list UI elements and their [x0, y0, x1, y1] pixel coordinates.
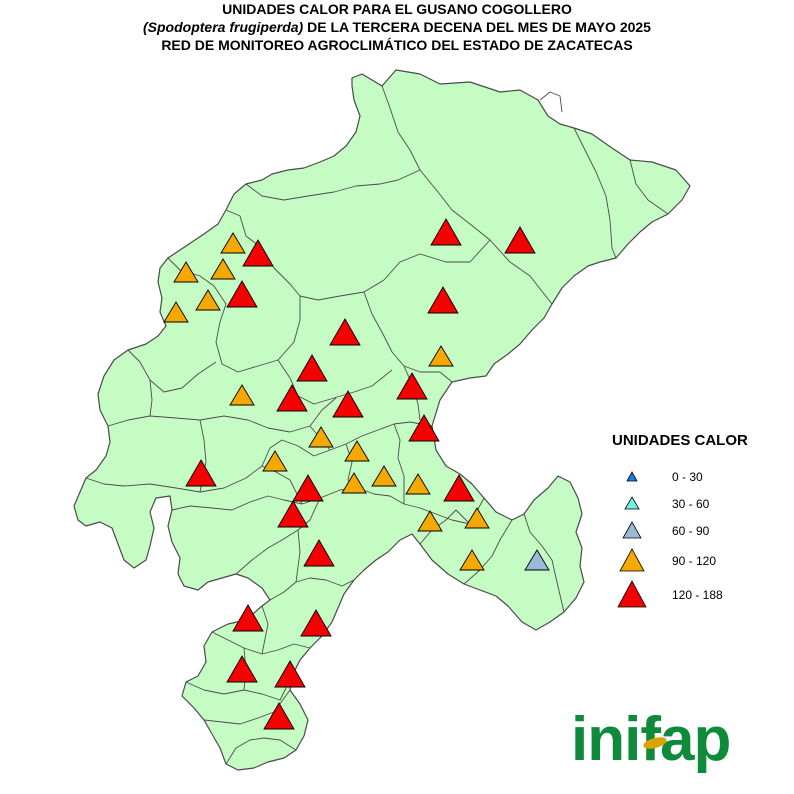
legend-label: 30 - 60: [672, 496, 710, 511]
municipal-border: [235, 497, 321, 575]
station-120-188-triangle: [443, 474, 475, 502]
station-120-188-triangle: [303, 539, 335, 567]
legend: UNIDADES CALOR 0 - 30 30 - 60 60 - 90 90…: [612, 432, 782, 612]
station-90-120-triangle: [308, 426, 334, 448]
red-triangle-icon: [617, 580, 647, 608]
municipal-border: [171, 487, 485, 525]
station-90-120-triangle: [428, 345, 454, 367]
legend-label: 60 - 90: [672, 523, 710, 538]
station-120-188-triangle: [276, 384, 308, 412]
small-blue-triangle-icon: [626, 470, 638, 481]
station-60-90-triangle: [524, 549, 550, 571]
municipal-border: [393, 423, 405, 504]
station-90-120-triangle: [405, 473, 431, 495]
station-120-188-triangle: [232, 604, 264, 632]
municipal-border: [85, 421, 433, 493]
station-90-120-triangle: [195, 289, 221, 311]
station-90-120-triangle: [163, 301, 189, 323]
municipal-border: [149, 379, 153, 417]
station-90-120-triangle: [262, 450, 288, 472]
station-90-120-triangle: [459, 549, 485, 571]
legend-item-60-90: 60 - 90: [612, 517, 782, 544]
municipal-border: [523, 513, 565, 613]
legend-title: UNIDADES CALOR: [612, 432, 748, 449]
municipal-border: [629, 159, 669, 215]
municipal-border: [225, 737, 297, 765]
legend-item-0-30: 0 - 30: [612, 463, 782, 490]
legend-label: 0 - 30: [672, 469, 703, 484]
municipality-borders: [85, 85, 669, 765]
title-line-2: (Spodoptera frugiperda) DE LA TERCERA DE…: [0, 18, 794, 36]
municipal-border: [463, 519, 513, 585]
station-120-188-triangle: [408, 414, 440, 442]
station-120-188-triangle: [427, 286, 459, 314]
station-90-120-triangle: [464, 507, 490, 529]
gray-blue-triangle-icon: [622, 520, 642, 538]
station-90-120-triangle: [220, 232, 246, 254]
station-120-188-triangle: [296, 354, 328, 382]
station-120-188-triangle: [277, 500, 309, 528]
station-90-120-triangle: [417, 510, 443, 532]
station-120-188-triangle: [185, 459, 217, 487]
station-90-120-triangle: [210, 258, 236, 280]
title-line-2-rest: DE LA TERCERA DECENA DEL MES DE MAYO 202…: [303, 19, 651, 35]
station-90-120-triangle: [341, 472, 367, 494]
orange-triangle-icon: [619, 548, 645, 572]
title-species: (Spodoptera frugiperda): [143, 19, 304, 35]
station-120-188-triangle: [292, 474, 324, 502]
station-120-188-triangle: [300, 609, 332, 637]
inifap-logo: inifap: [571, 705, 731, 774]
municipal-border: [269, 577, 355, 601]
municipal-border: [277, 359, 393, 405]
municipal-border: [245, 169, 421, 201]
municipal-border: [261, 605, 269, 655]
municipal-border: [167, 257, 301, 373]
municipal-border: [539, 91, 563, 113]
station-120-188-triangle: [430, 218, 462, 246]
legend-item-90-120: 90 - 120: [612, 544, 782, 578]
station-120-188-triangle: [329, 318, 361, 346]
station-90-120-triangle: [344, 440, 370, 462]
municipal-border: [381, 85, 553, 305]
municipal-border: [127, 349, 217, 393]
station-90-120-triangle: [173, 261, 199, 283]
station-90-120-triangle: [229, 384, 255, 406]
municipal-border: [107, 397, 337, 433]
legend-item-120-188: 120 - 188: [612, 578, 782, 612]
station-120-188-triangle: [504, 226, 536, 254]
municipal-border: [295, 529, 301, 583]
map-title: UNIDADES CALOR PARA EL GUSANO COGOLLERO …: [0, 0, 794, 54]
station-120-188-triangle: [226, 280, 258, 308]
cyan-triangle-icon: [624, 495, 640, 509]
municipal-border: [573, 127, 617, 259]
municipal-border: [363, 291, 453, 383]
municipal-border: [419, 509, 471, 545]
station-120-188-triangle: [332, 390, 364, 418]
station-markers: [163, 218, 550, 730]
legend-label: 90 - 120: [672, 554, 717, 568]
municipal-border: [225, 209, 491, 301]
title-line-1: UNIDADES CALOR PARA EL GUSANO COGOLLERO: [222, 1, 572, 17]
station-120-188-triangle: [263, 702, 295, 730]
station-120-188-triangle: [274, 660, 306, 688]
title-line-3: RED DE MONITOREO AGROCLIMÁTICO DEL ESTAD…: [161, 37, 633, 53]
legend-item-30-60: 30 - 60: [612, 490, 782, 517]
station-120-188-triangle: [396, 372, 428, 400]
station-120-188-triangle: [226, 655, 258, 683]
station-90-120-triangle: [371, 465, 397, 487]
legend-label: 120 - 188: [672, 588, 723, 602]
station-120-188-triangle: [242, 239, 274, 267]
